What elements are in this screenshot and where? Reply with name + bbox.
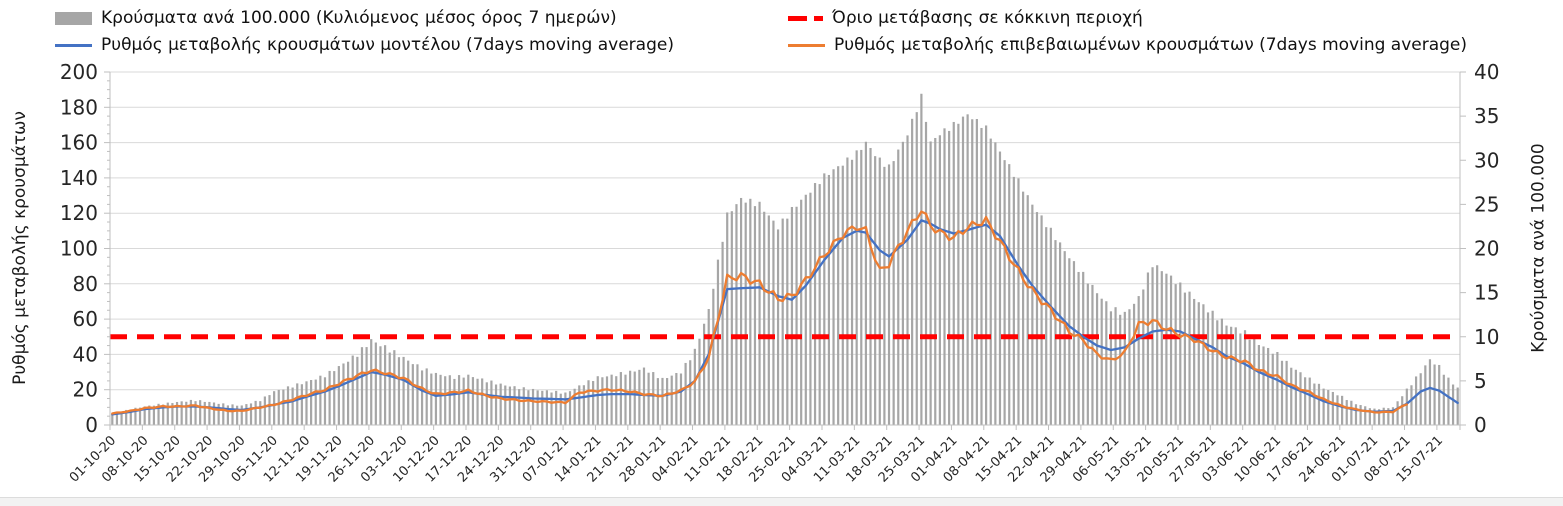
legend-item-model-line: Ρυθμός μεταβολής κρουσμάτων μοντέλου (7d…: [55, 34, 674, 56]
legend-label-model-line: Ρυθμός μεταβολής κρουσμάτων μοντέλου (7d…: [101, 35, 674, 55]
legend-item-cases-bars: Κρούσματα ανά 100.000 (Κυλιόμενος μέσος …: [55, 7, 674, 29]
legend-column-left: Κρούσματα ανά 100.000 (Κυλιόμενος μέσος …: [55, 7, 674, 56]
legend-item-threshold: Όριο μετάβασης σε κόκκινη περιοχή: [788, 7, 1467, 29]
bars-series-cases-per-100k: [111, 93, 1459, 426]
confirmed-rate-line: [111, 210, 1408, 415]
svg-text:20: 20: [73, 378, 98, 402]
model-rate-line: [111, 219, 1459, 416]
svg-text:40: 40: [73, 342, 98, 366]
svg-text:60: 60: [73, 307, 98, 331]
svg-text:100: 100: [60, 237, 98, 261]
axis-tick-labels: 0 20 40 60 80 100 120 140 160 180 200 0 5 10 15 20 25 30 3…: [60, 60, 1500, 486]
gridlines: [110, 71, 1460, 391]
svg-text:40: 40: [1474, 60, 1499, 84]
legend-column-right: Όριο μετάβασης σε κόκκινη περιοχή Ρυθμός…: [788, 7, 1467, 56]
legend-label-confirmed-line: Ρυθμός μεταβολής επιβεβαιωμένων κρουσμάτ…: [834, 35, 1468, 55]
bottom-edge-strip: [0, 497, 1563, 506]
axes: [104, 71, 1466, 430]
legend-item-confirmed-line: Ρυθμός μεταβολής επιβεβαιωμένων κρουσμάτ…: [788, 34, 1467, 56]
svg-text:160: 160: [60, 131, 98, 155]
svg-text:25: 25: [1474, 192, 1499, 216]
svg-text:30: 30: [1474, 148, 1499, 172]
svg-text:10: 10: [1474, 325, 1499, 349]
svg-text:80: 80: [73, 272, 98, 296]
svg-text:20: 20: [1474, 237, 1499, 261]
svg-text:120: 120: [60, 201, 98, 225]
legend-label-cases-bars: Κρούσματα ανά 100.000 (Κυλιόμενος μέσος …: [101, 8, 617, 28]
svg-text:0: 0: [1474, 413, 1487, 437]
svg-text:140: 140: [60, 166, 98, 190]
legend-label-threshold: Όριο μετάβασης σε κόκκινη περιοχή: [832, 8, 1143, 28]
svg-text:0: 0: [85, 413, 98, 437]
red-dash-swatch-icon: [788, 15, 823, 21]
svg-text:200: 200: [60, 60, 98, 84]
svg-text:15: 15: [1474, 281, 1499, 305]
bar-swatch-icon: [55, 11, 92, 25]
svg-text:35: 35: [1474, 104, 1499, 128]
svg-text:180: 180: [60, 95, 98, 119]
blue-line-swatch-icon: [55, 43, 92, 47]
svg-text:5: 5: [1474, 369, 1487, 393]
orange-line-swatch-icon: [788, 43, 825, 47]
